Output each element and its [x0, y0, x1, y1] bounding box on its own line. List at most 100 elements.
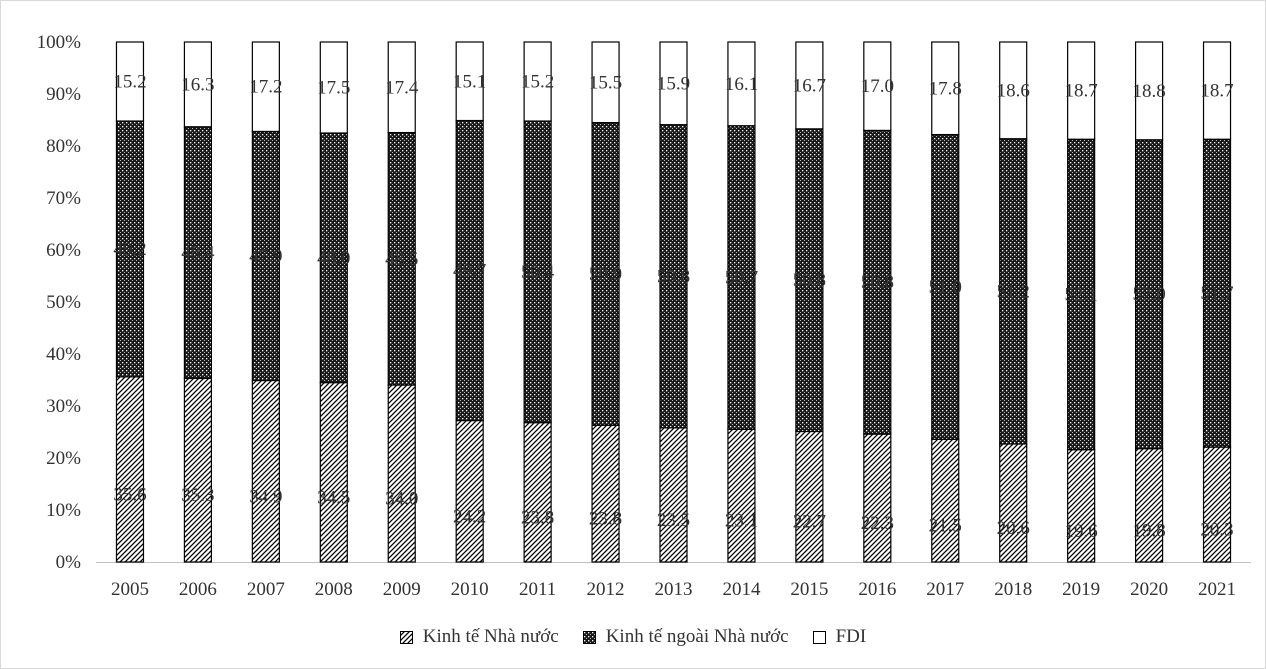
data-label: 22.3 — [861, 513, 894, 534]
legend-item-state: Kinh tế Nhà nước — [399, 626, 559, 648]
data-label: 23.8 — [521, 507, 554, 528]
x-tick-label: 2007 — [247, 579, 285, 600]
data-label: 47.9 — [249, 246, 282, 267]
data-label: 50.8 — [657, 266, 690, 287]
data-label: 51.2 — [997, 281, 1030, 302]
bar-segment — [115, 41, 145, 122]
x-tick-label: 2006 — [179, 579, 217, 600]
data-label: 50.4 — [521, 262, 555, 283]
data-label: 48.4 — [181, 243, 215, 264]
data-label: 15.9 — [657, 73, 690, 94]
bar-segment — [1202, 446, 1232, 563]
data-label: 20.6 — [997, 518, 1030, 539]
bar-segment — [727, 428, 756, 563]
data-label: 21.5 — [929, 516, 962, 537]
bar-segment — [387, 131, 416, 386]
bar-segment — [863, 41, 892, 132]
x-tick-label: 2008 — [315, 579, 353, 600]
x-tick-label: 2009 — [383, 579, 421, 600]
legend-item-fdi: FDI — [812, 626, 866, 648]
data-label: 15.5 — [589, 72, 622, 93]
bar-segment — [795, 41, 824, 130]
bar-segment — [795, 128, 824, 433]
data-label: 51.7 — [1200, 283, 1233, 304]
bar-segment — [795, 430, 824, 563]
data-label: 52.1 — [1065, 284, 1098, 305]
data-label: 18.8 — [1132, 81, 1165, 102]
data-label: 16.3 — [181, 74, 214, 95]
data-label: 15.1 — [453, 71, 486, 92]
bar-segment — [523, 41, 552, 122]
data-label: 23.1 — [725, 511, 758, 532]
y-tick-label: 60% — [46, 240, 81, 261]
legend-swatch-white-icon — [812, 630, 826, 644]
bar-segment — [727, 125, 756, 430]
data-label: 35.6 — [113, 484, 146, 505]
data-label: 34.0 — [385, 489, 418, 510]
bar-segment — [455, 419, 484, 563]
data-label: 52.0 — [1132, 284, 1165, 305]
bar-segment — [455, 119, 484, 422]
bar-segment — [931, 41, 960, 136]
legend-label-non-state: Kinh tế ngoài Nhà nước — [605, 626, 789, 647]
bar-segment — [115, 120, 145, 378]
stacked-bar-chart: 0% 10% 20% 30% 40% 50% 60% 70% 80% 90% 100% 2005 200… — [37, 32, 1251, 600]
bar-segment — [319, 382, 348, 563]
bar-segment — [1067, 449, 1096, 563]
data-label: 19.8 — [1132, 520, 1165, 541]
bar-segment — [115, 376, 145, 563]
bar-segment — [999, 138, 1028, 445]
bar-segment — [251, 130, 280, 382]
data-label: 17.8 — [929, 78, 962, 99]
data-label: 23.8 — [589, 509, 622, 530]
bar-segment — [319, 41, 348, 134]
bar-segment — [523, 120, 552, 424]
data-label: 51.0 — [929, 277, 962, 298]
bar-segment — [659, 41, 688, 126]
y-tick-label: 30% — [46, 396, 81, 417]
x-tick-label: 2014 — [722, 579, 761, 600]
data-label: 16.7 — [793, 75, 826, 96]
data-label: 15.2 — [521, 72, 554, 93]
data-label: 49.7 — [453, 261, 486, 282]
bar-segment — [523, 422, 552, 563]
data-label: 34.5 — [317, 487, 350, 508]
y-tick-label: 40% — [46, 344, 81, 365]
data-label: 24.2 — [453, 506, 486, 527]
data-label: 18.7 — [1065, 81, 1098, 102]
data-label: 18.6 — [997, 80, 1030, 101]
bar-segment — [455, 41, 484, 122]
x-tick-label: 2017 — [926, 579, 964, 600]
chart-legend: Kinh tế Nhà nước Kinh tế ngoài Nhà nước … — [0, 624, 1266, 650]
data-label: 35.3 — [181, 485, 214, 506]
x-tick-label: 2021 — [1198, 579, 1236, 600]
y-tick-label: 70% — [46, 188, 81, 209]
data-label: 17.0 — [861, 76, 894, 97]
x-tick-label: 2016 — [858, 579, 896, 600]
data-label: 49.2 — [113, 239, 146, 260]
bar-segment — [1202, 41, 1232, 140]
data-label: 22.7 — [793, 512, 826, 533]
bar-segment — [251, 41, 280, 133]
legend-label-state: Kinh tế Nhà nước — [422, 626, 559, 647]
legend-swatch-crosshatch-icon — [582, 630, 596, 644]
data-label: 20.3 — [1200, 520, 1233, 541]
data-label: 50.8 — [861, 272, 894, 293]
x-tick-label: 2005 — [111, 579, 149, 600]
bar-segment — [1067, 41, 1096, 140]
data-label: 17.5 — [317, 78, 350, 99]
bar-segment — [1134, 139, 1164, 450]
data-label: 48.0 — [317, 248, 350, 269]
data-label: 17.4 — [385, 77, 419, 98]
y-tick-label: 20% — [46, 448, 81, 469]
bar-segment — [387, 384, 416, 563]
x-tick-label: 2011 — [519, 579, 556, 600]
data-label: 34.9 — [249, 486, 282, 507]
bar-segment — [863, 433, 892, 563]
y-tick-label: 0% — [56, 552, 82, 573]
bar-segment — [999, 443, 1028, 563]
y-tick-label: 90% — [46, 84, 81, 105]
bar-segment — [319, 132, 348, 384]
data-label: 16.1 — [725, 74, 758, 95]
